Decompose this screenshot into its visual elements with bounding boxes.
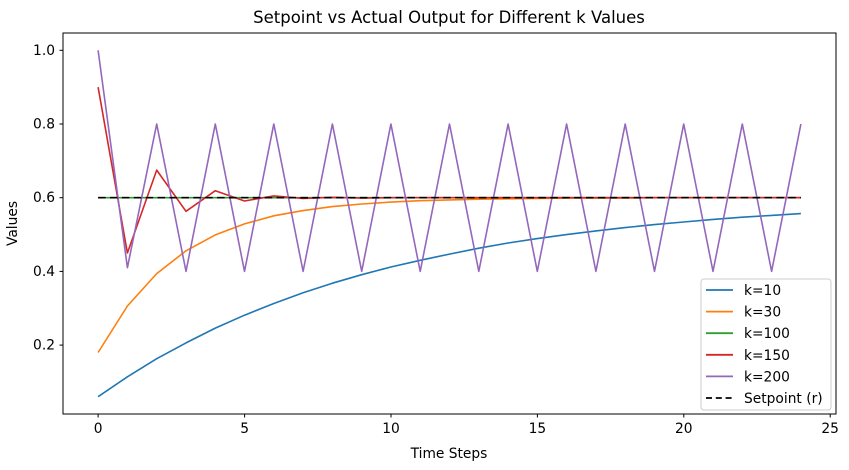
series-line-k200 (97, 50, 802, 273)
x-axis-label: Time Steps (410, 446, 488, 462)
legend-entry-k10: k=10 (706, 283, 781, 299)
y-tick-label: 0.4 (33, 264, 55, 280)
y-axis-label: Values (5, 201, 21, 246)
series-layer (97, 50, 802, 398)
legend-label: k=10 (744, 283, 781, 299)
x-tick-labels: 0 5 10 15 20 25 (94, 421, 839, 437)
legend-label: k=200 (744, 369, 790, 385)
x-tick-label: 25 (821, 421, 839, 437)
legend-entry-k30: k=30 (706, 305, 781, 321)
y-tick-labels: 0.2 0.4 0.6 0.8 1.0 (33, 43, 55, 354)
y-tick-label: 0.2 (33, 338, 55, 354)
x-tick-marks (97, 414, 831, 418)
x-tick-label: 0 (94, 421, 103, 437)
legend-label: k=150 (744, 348, 790, 364)
legend-entry-k150: k=150 (706, 348, 790, 364)
legend-entry-k200: k=200 (706, 369, 790, 385)
y-tick-label: 0.8 (33, 117, 55, 133)
x-tick-label: 15 (529, 421, 547, 437)
x-tick-label: 20 (675, 421, 693, 437)
legend-label: k=30 (744, 305, 781, 321)
axes-spines (62, 32, 837, 415)
y-tick-label: 0.6 (33, 190, 55, 206)
legend-label: Setpoint (r) (744, 391, 823, 407)
y-tick-marks (59, 49, 63, 346)
legend: k=10 k=30 k=100 k=150 k=200 Setpoint (r) (700, 278, 832, 411)
legend-label: k=100 (744, 326, 790, 342)
x-tick-label: 10 (382, 421, 400, 437)
legend-entry-k100: k=100 (706, 326, 790, 342)
chart-title: Setpoint vs Actual Output for Different … (253, 8, 645, 27)
legend-box (700, 278, 832, 411)
legend-entry-setpoint: Setpoint (r) (706, 391, 823, 407)
y-tick-label: 1.0 (33, 43, 55, 59)
series-line-k10 (97, 212, 801, 398)
x-tick-label: 5 (240, 421, 249, 437)
